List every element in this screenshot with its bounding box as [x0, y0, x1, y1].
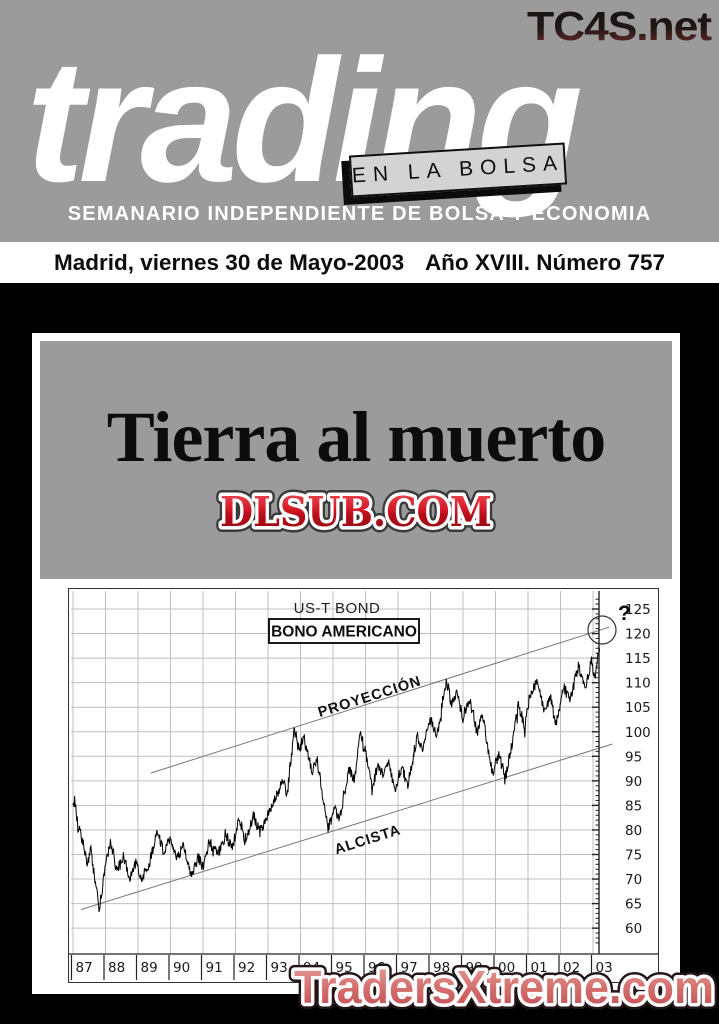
svg-text:110: 110 [625, 676, 651, 692]
traders-watermark: TradersXtreme.com TradersXtreme.com [288, 956, 719, 1019]
svg-text:75: 75 [625, 848, 642, 864]
svg-text:65: 65 [625, 897, 642, 913]
svg-text:93: 93 [271, 960, 288, 976]
svg-text:90: 90 [625, 774, 642, 790]
masthead: TC4S.net trading EN LA BOLSA SEMANARIO I… [0, 0, 719, 242]
masthead-subtitle: SEMANARIO INDEPENDIENTE DE BOLSA Y ECONO… [67, 203, 652, 225]
dateline-date: Madrid, viernes 30 de Mayo-2003 [54, 249, 405, 275]
cover-card: Tierra al muerto DLSUB.COM DLSUB.COM 125… [32, 333, 680, 994]
traders-outline: TradersXtreme.com [294, 961, 714, 1013]
dlsub-watermark: DLSUB.COM DLSUB.COM [214, 482, 498, 540]
svg-text:100: 100 [625, 725, 651, 741]
svg-text:01: 01 [531, 960, 548, 976]
dateline-bar: Madrid, viernes 30 de Mayo-2003 Año XVII… [0, 242, 719, 283]
svg-text:94: 94 [303, 960, 320, 976]
svg-text:99: 99 [466, 960, 483, 976]
tc4s-text: TC4S.net [527, 3, 712, 48]
dlsub-text: DLSUB.COM [220, 488, 492, 536]
svg-text:00: 00 [498, 960, 515, 976]
svg-text:115: 115 [625, 651, 651, 667]
traders-text: TradersXtreme.com [294, 961, 714, 1013]
svg-text:96: 96 [368, 960, 385, 976]
svg-text:PROYECCIÓN: PROYECCIÓN [316, 671, 424, 720]
svg-text:95: 95 [336, 960, 353, 976]
chart-frame: 125 120 115 110 105 100 95 90 85 80 75 70 65 60 87 88 89… [68, 588, 659, 983]
svg-text:03: 03 [596, 960, 613, 976]
svg-text:?: ? [618, 602, 631, 625]
svg-text:87: 87 [76, 960, 93, 976]
svg-text:98: 98 [433, 960, 450, 976]
svg-text:92: 92 [238, 960, 255, 976]
svg-text:90: 90 [173, 960, 190, 976]
svg-text:97: 97 [401, 960, 418, 976]
svg-text:105: 105 [625, 700, 651, 716]
cover-headline: Tierra al muerto [106, 397, 607, 477]
svg-text:85: 85 [625, 798, 642, 814]
svg-text:91: 91 [206, 960, 223, 976]
svg-text:125: 125 [625, 602, 651, 618]
headline-panel: Tierra al muerto DLSUB.COM DLSUB.COM [40, 341, 672, 579]
svg-text:02: 02 [563, 960, 580, 976]
svg-text:120: 120 [625, 627, 651, 643]
svg-text:95: 95 [625, 749, 642, 765]
dlsub-outline: DLSUB.COM [220, 488, 492, 536]
svg-text:US-T BOND: US-T BOND [294, 600, 381, 617]
svg-text:88: 88 [108, 960, 125, 976]
svg-text:70: 70 [625, 872, 642, 888]
svg-text:89: 89 [141, 960, 158, 976]
tagline-text: EN LA BOLSA [351, 151, 565, 188]
svg-text:80: 80 [625, 823, 642, 839]
dateline-issue: Año XVIII. Número 757 [424, 249, 665, 275]
svg-text:60: 60 [625, 921, 642, 937]
price-chart: 125 120 115 110 105 100 95 90 85 80 75 70 65 60 87 88 89… [68, 588, 659, 983]
tc4s-logo: TC4S.net [527, 3, 713, 48]
svg-text:BONO AMERICANO: BONO AMERICANO [271, 624, 417, 641]
